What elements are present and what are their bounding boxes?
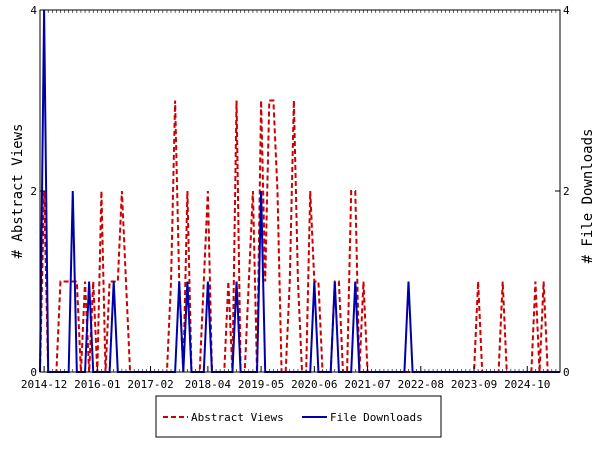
x-tick-label: 2022-08 (398, 378, 444, 391)
legend: Abstract Views File Downloads (155, 395, 442, 438)
y-right-axis: 0 2 4 (555, 4, 570, 379)
y-left-title: # Abstract Views (10, 124, 26, 259)
x-tick-label: 2021-07 (344, 378, 390, 391)
y-left-tick-label: 4 (30, 4, 37, 17)
y-right-tick-label: 4 (563, 4, 570, 17)
legend-box (155, 395, 442, 438)
y-left-tick-label: 2 (30, 185, 37, 198)
x-tick-label: 2023-09 (451, 378, 497, 391)
x-tick-label: 2016-01 (74, 378, 120, 391)
x-tick-label: 2018-04 (185, 378, 232, 391)
y-right-title: # File Downloads (580, 129, 596, 264)
x-tick-label: 2020-06 (291, 378, 337, 391)
x-tick-label: 2017-02 (127, 378, 173, 391)
legend-label-abstract-views: Abstract Views (191, 411, 284, 424)
legend-label-file-downloads: File Downloads (330, 411, 423, 424)
y-left-tick-label: 0 (30, 366, 37, 379)
y-right-tick-label: 2 (563, 185, 570, 198)
x-tick-label: 2024-10 (504, 378, 550, 391)
y-left-axis: 0 2 4 (30, 4, 45, 379)
y-right-tick-label: 0 (563, 366, 570, 379)
x-axis: 2014-12 2016-01 2017-02 2018-04 2019-05 2020-… (21, 366, 550, 391)
x-tick-label: 2019-05 (238, 378, 284, 391)
x-tick-label: 2014-12 (21, 378, 67, 391)
